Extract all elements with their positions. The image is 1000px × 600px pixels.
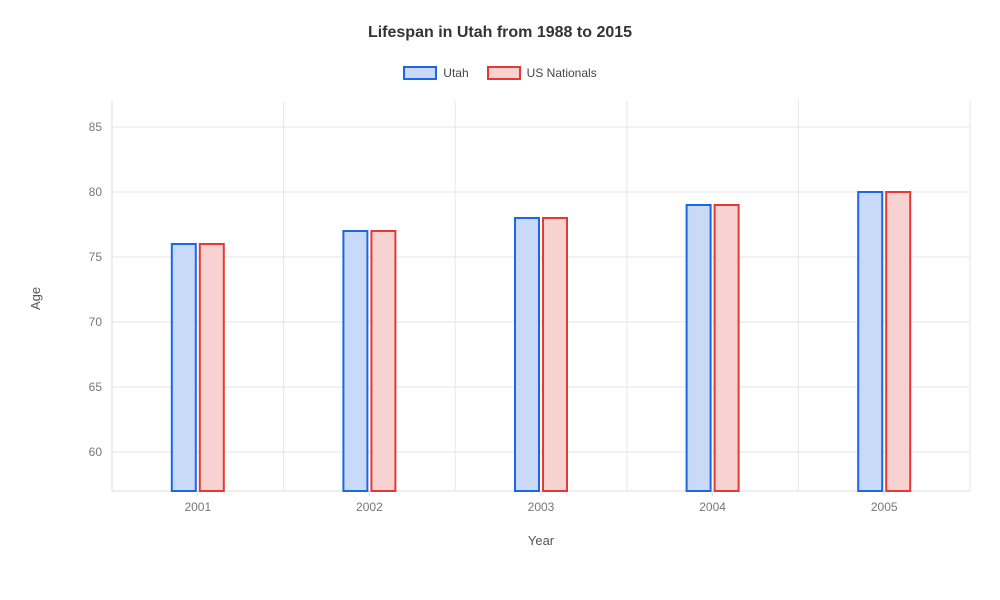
x-tick-label: 2002 <box>356 500 383 514</box>
y-tick-label: 65 <box>89 380 103 394</box>
bar <box>371 231 395 491</box>
x-axis-label: Year <box>112 533 970 548</box>
y-axis-label: Age <box>28 287 43 310</box>
bar <box>200 244 224 491</box>
chart-container: Lifespan in Utah from 1988 to 2015 Utah … <box>0 0 1000 600</box>
x-tick-label: 2003 <box>528 500 555 514</box>
y-tick-label: 85 <box>89 120 103 134</box>
bar <box>858 192 882 491</box>
bar <box>515 218 539 491</box>
bar <box>687 205 711 491</box>
bar <box>886 192 910 491</box>
legend-swatch-us <box>487 66 521 80</box>
legend-label-us: US Nationals <box>527 66 597 80</box>
chart-plot: 60 65 70 75 80 85 2001 2002 2003 2004 2005 <box>70 95 980 525</box>
x-tick-label: 2005 <box>871 500 898 514</box>
legend-swatch-utah <box>403 66 437 80</box>
x-tick-label: 2001 <box>184 500 211 514</box>
legend-item-us: US Nationals <box>487 66 597 80</box>
y-tick-label: 75 <box>89 250 103 264</box>
bar <box>715 205 739 491</box>
y-tick-label: 80 <box>89 185 103 199</box>
chart-title: Lifespan in Utah from 1988 to 2015 <box>0 24 1000 42</box>
bar <box>172 244 196 491</box>
bar <box>343 231 367 491</box>
bar <box>543 218 567 491</box>
legend-item-utah: Utah <box>403 66 468 80</box>
y-tick-label: 70 <box>89 315 103 329</box>
legend: Utah US Nationals <box>0 66 1000 80</box>
legend-label-utah: Utah <box>443 66 468 80</box>
y-tick-label: 60 <box>89 445 103 459</box>
x-tick-label: 2004 <box>699 500 726 514</box>
